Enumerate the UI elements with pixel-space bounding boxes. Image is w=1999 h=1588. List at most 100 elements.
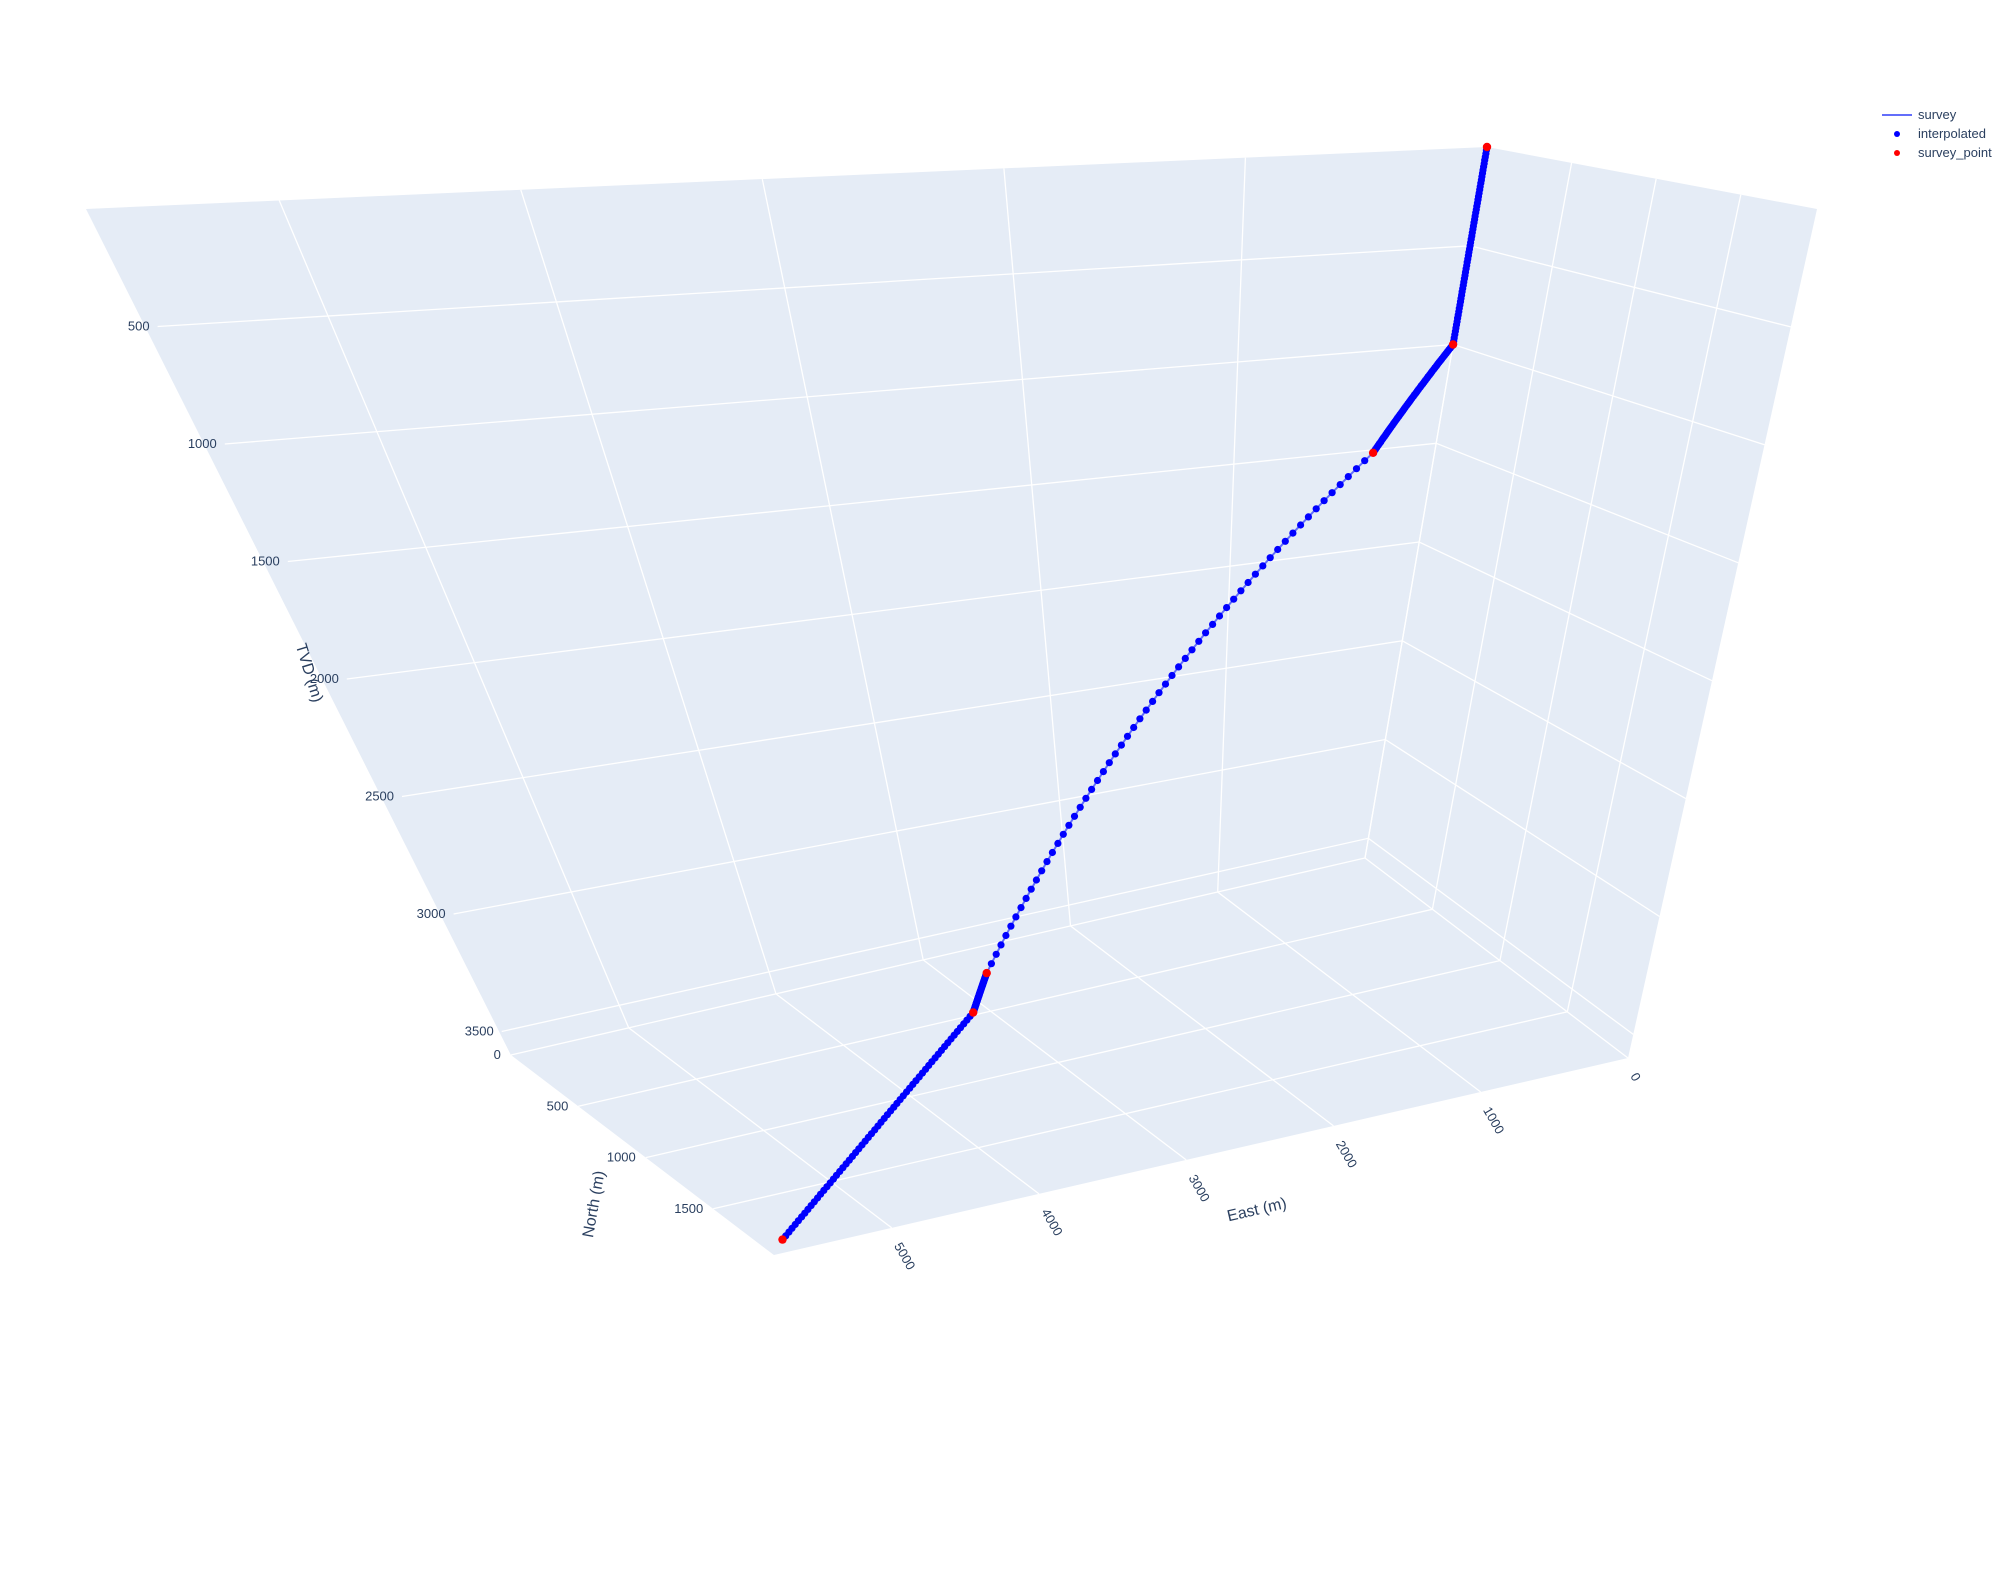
legend[interactable]: survey interpolated survey_point bbox=[1882, 107, 1992, 160]
legend-item[interactable]: survey_point bbox=[1894, 145, 1992, 160]
interpolated-point[interactable] bbox=[1076, 803, 1084, 811]
east-tick-label: 0 bbox=[1627, 1070, 1644, 1084]
interpolated-point[interactable] bbox=[1012, 913, 1020, 921]
interpolated-point[interactable] bbox=[1017, 904, 1025, 912]
interpolated-point[interactable] bbox=[1202, 629, 1210, 637]
legend-label: interpolated bbox=[1918, 126, 1986, 141]
interpolated-point[interactable] bbox=[1281, 537, 1289, 545]
north-tick-label: 0 bbox=[494, 1047, 501, 1062]
interpolated-point[interactable] bbox=[1352, 465, 1361, 473]
interpolated-point[interactable] bbox=[1304, 513, 1312, 521]
survey-point[interactable] bbox=[969, 1008, 978, 1017]
interpolated-point[interactable] bbox=[1175, 663, 1183, 671]
back-wall-north bbox=[1365, 147, 1817, 1058]
floor-plane bbox=[510, 858, 1628, 1255]
interpolated-point[interactable] bbox=[1043, 858, 1051, 866]
interpolated-point[interactable] bbox=[1099, 768, 1107, 776]
interpolated-point[interactable] bbox=[1274, 545, 1282, 554]
interpolated-point[interactable] bbox=[1328, 489, 1336, 497]
tvd-tick-label: 500 bbox=[128, 319, 150, 334]
survey-point[interactable] bbox=[1448, 340, 1458, 349]
interpolated-point[interactable] bbox=[1117, 741, 1125, 749]
tvd-tick-label: 3500 bbox=[465, 1024, 494, 1039]
survey-point[interactable] bbox=[778, 1235, 787, 1244]
interpolated-point[interactable] bbox=[1142, 706, 1150, 714]
interpolated-point[interactable] bbox=[1070, 812, 1079, 820]
legend-item[interactable]: interpolated bbox=[1894, 126, 1986, 141]
interpolated-point[interactable] bbox=[1123, 732, 1132, 740]
interpolated-point[interactable] bbox=[1215, 612, 1224, 620]
east-tick-label: 2000 bbox=[1333, 1138, 1360, 1171]
interpolated-point[interactable] bbox=[1155, 689, 1163, 697]
interpolated-point[interactable] bbox=[1038, 867, 1046, 875]
north-tick-label: 1000 bbox=[607, 1150, 636, 1165]
interpolated-point[interactable] bbox=[997, 941, 1005, 949]
survey-point[interactable] bbox=[982, 968, 991, 978]
interpolated-point[interactable] bbox=[1093, 776, 1102, 785]
interpolated-point[interactable] bbox=[1188, 646, 1196, 654]
north-tick-label: 1500 bbox=[674, 1201, 703, 1216]
interpolated-point[interactable] bbox=[1344, 473, 1352, 481]
interpolated-point[interactable] bbox=[1320, 497, 1328, 505]
interpolated-point[interactable] bbox=[1266, 554, 1274, 562]
survey-point[interactable] bbox=[1482, 142, 1492, 152]
interpolated-point[interactable] bbox=[1130, 723, 1138, 732]
interpolated-point[interactable] bbox=[1161, 680, 1170, 688]
east-tick-label: 4000 bbox=[1038, 1206, 1065, 1239]
tvd-tick-label: 2000 bbox=[310, 671, 339, 686]
interpolated-point[interactable] bbox=[1054, 839, 1062, 848]
interpolated-point[interactable] bbox=[1082, 794, 1090, 802]
interpolated-point[interactable] bbox=[1088, 785, 1096, 794]
north-axis-title: North (m) bbox=[580, 1169, 608, 1238]
interpolated-point[interactable] bbox=[1237, 587, 1245, 595]
survey-point[interactable] bbox=[1368, 448, 1378, 457]
interpolated-point[interactable] bbox=[1259, 562, 1267, 570]
interpolated-point[interactable] bbox=[992, 950, 1000, 958]
interpolated-point[interactable] bbox=[1002, 931, 1010, 940]
legend-label: survey bbox=[1918, 107, 1957, 122]
north-gridline bbox=[713, 194, 1742, 1210]
interpolated-point[interactable] bbox=[1105, 759, 1113, 767]
north-gridline bbox=[645, 178, 1657, 1159]
east-tick-label: 3000 bbox=[1186, 1172, 1213, 1205]
interpolated-point[interactable] bbox=[1223, 604, 1231, 612]
interpolated-point[interactable] bbox=[1244, 578, 1252, 587]
interpolated-point[interactable] bbox=[1007, 922, 1015, 930]
interpolated-point[interactable] bbox=[1297, 521, 1305, 529]
interpolated-point[interactable] bbox=[1048, 848, 1056, 857]
legend-dot-swatch bbox=[1894, 150, 1900, 156]
interpolated-point[interactable] bbox=[1312, 505, 1320, 513]
interpolated-point[interactable] bbox=[1289, 529, 1297, 537]
tvd-tick-label: 2500 bbox=[365, 789, 394, 804]
interpolated-point[interactable] bbox=[1361, 457, 1369, 465]
east-tick-label: 5000 bbox=[891, 1240, 918, 1273]
legend-label: survey_point bbox=[1918, 145, 1992, 160]
interpolated-point[interactable] bbox=[1022, 894, 1030, 903]
tvd-tick-label: 3000 bbox=[417, 906, 446, 921]
interpolated-point[interactable] bbox=[987, 960, 996, 968]
legend-item[interactable]: survey bbox=[1882, 107, 1957, 122]
interpolated-point[interactable] bbox=[1059, 830, 1067, 838]
interpolated-point[interactable] bbox=[1251, 570, 1259, 578]
interpolated-point[interactable] bbox=[1230, 595, 1238, 603]
interpolated-point[interactable] bbox=[1149, 697, 1157, 706]
tvd-tick-label: 1500 bbox=[251, 554, 280, 569]
interpolated-point[interactable] bbox=[1027, 885, 1035, 893]
legend-dot-swatch bbox=[1894, 131, 1900, 137]
north-tick-label: 500 bbox=[547, 1098, 569, 1113]
tvd-tick-label: 1000 bbox=[188, 436, 217, 451]
interpolated-point[interactable] bbox=[1181, 654, 1189, 663]
interpolated-point[interactable] bbox=[1168, 671, 1176, 680]
interpolated-point[interactable] bbox=[1336, 481, 1344, 489]
interpolated-point[interactable] bbox=[1111, 750, 1119, 758]
interpolated-point[interactable] bbox=[1195, 637, 1203, 645]
north-gridline bbox=[510, 146, 1488, 1056]
back-wall-east bbox=[86, 147, 1487, 1055]
interpolated-point[interactable] bbox=[1032, 876, 1040, 884]
east-axis-title: East (m) bbox=[1226, 1195, 1289, 1225]
interpolated-point[interactable] bbox=[1209, 620, 1217, 629]
interpolated-point[interactable] bbox=[1136, 715, 1144, 723]
interpolated-point[interactable] bbox=[1065, 821, 1073, 829]
